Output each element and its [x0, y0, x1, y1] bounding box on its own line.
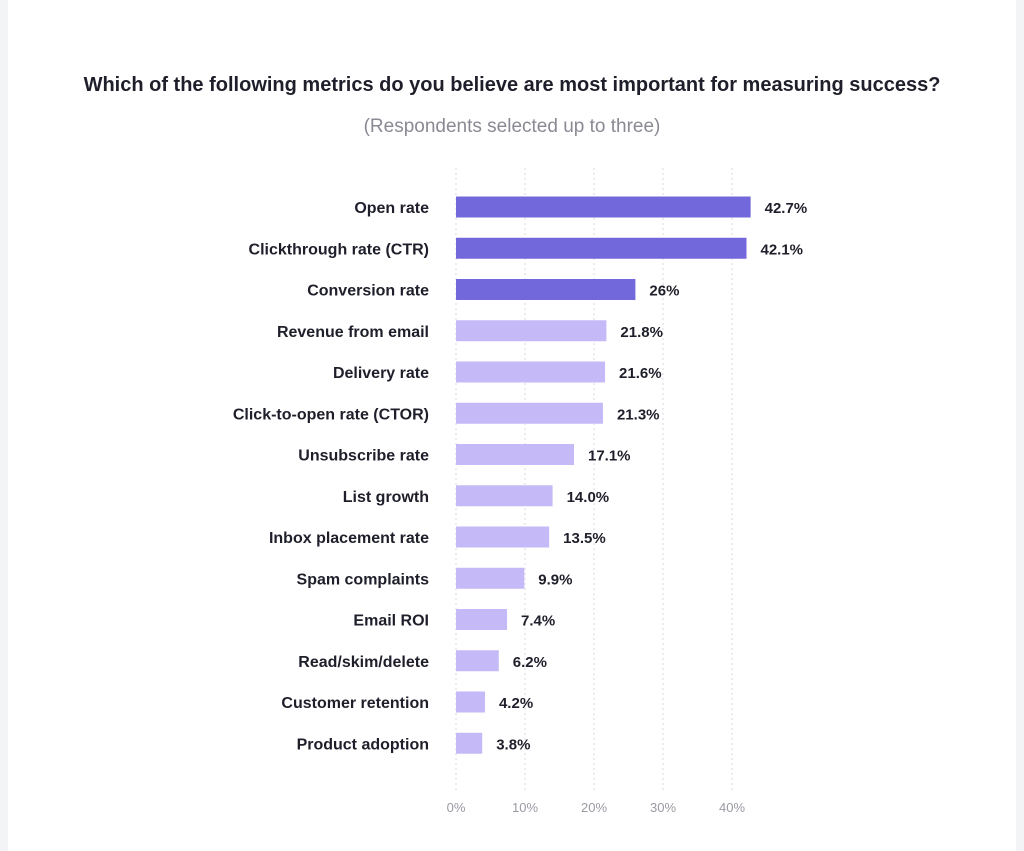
- value-label: 13.5%: [563, 530, 606, 547]
- bar: [456, 444, 574, 465]
- bar: [456, 609, 508, 630]
- category-label: Email ROI: [353, 613, 429, 630]
- x-tick-label: 0%: [447, 800, 466, 815]
- x-tick-label: 20%: [581, 800, 607, 815]
- bar: [456, 526, 550, 548]
- category-label: Product adoption: [297, 736, 429, 753]
- category-label: Unsubscribe rate: [298, 448, 429, 465]
- category-label: Spam complaints: [297, 571, 430, 588]
- value-label: 7.4%: [521, 613, 555, 630]
- value-label: 21.6%: [619, 365, 662, 382]
- chart-subtitle: (Respondents selected up to three): [363, 116, 661, 137]
- category-label: Inbox placement rate: [269, 530, 429, 547]
- value-label: 6.2%: [513, 654, 547, 671]
- x-tick-label: 40%: [719, 800, 745, 815]
- value-label: 3.8%: [496, 736, 530, 753]
- value-label: 17.1%: [588, 448, 631, 465]
- bar: [456, 279, 636, 300]
- x-tick-label: 10%: [512, 800, 538, 815]
- bar: [456, 691, 485, 713]
- value-label: 21.3%: [617, 406, 660, 423]
- bar: [456, 237, 747, 259]
- category-label: List growth: [343, 489, 429, 506]
- value-label: 21.8%: [620, 324, 663, 341]
- value-label: 42.7%: [765, 200, 808, 217]
- bar: [456, 732, 483, 754]
- bar: [456, 320, 607, 342]
- x-tick-label: 30%: [650, 800, 676, 815]
- value-label: 4.2%: [499, 695, 533, 712]
- category-label: Customer retention: [281, 695, 429, 712]
- bar: [456, 567, 525, 589]
- category-label: Clickthrough rate (CTR): [249, 241, 429, 258]
- bar: [456, 402, 603, 424]
- bar: [456, 485, 553, 507]
- bar: [456, 361, 606, 383]
- bar: [456, 650, 499, 672]
- value-label: 9.9%: [538, 571, 572, 588]
- category-label: Revenue from email: [277, 324, 429, 341]
- value-label: 42.1%: [760, 241, 803, 258]
- category-label: Open rate: [354, 200, 429, 217]
- category-label: Delivery rate: [333, 365, 429, 382]
- chart-card: [8, 0, 1016, 851]
- category-label: Click-to-open rate (CTOR): [233, 406, 429, 423]
- bar: [456, 196, 751, 218]
- value-label: 14.0%: [567, 489, 610, 506]
- chart-title: Which of the following metrics do you be…: [83, 74, 941, 96]
- value-label: 26%: [649, 283, 679, 300]
- category-label: Read/skim/delete: [298, 654, 429, 671]
- category-label: Conversion rate: [307, 283, 429, 300]
